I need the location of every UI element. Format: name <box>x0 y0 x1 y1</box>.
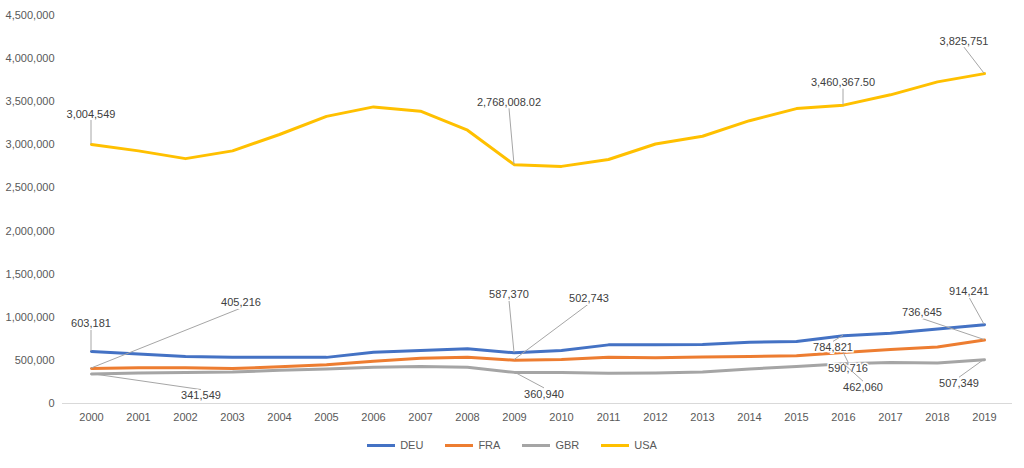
svg-text:2009: 2009 <box>502 411 526 423</box>
svg-text:4,500,000: 4,500,000 <box>6 9 55 21</box>
svg-text:2000: 2000 <box>79 411 103 423</box>
svg-text:2016: 2016 <box>831 411 855 423</box>
svg-text:341,549: 341,549 <box>181 389 221 401</box>
svg-text:405,216: 405,216 <box>221 296 261 308</box>
svg-text:500,000: 500,000 <box>15 354 55 366</box>
html-text:FRA: FRA <box>478 439 501 451</box>
svg-text:587,370: 587,370 <box>489 288 529 300</box>
svg-text:2005: 2005 <box>314 411 338 423</box>
svg-text:1,000,000: 1,000,000 <box>6 311 55 323</box>
svg-text:1,500,000: 1,500,000 <box>6 268 55 280</box>
svg-text:2002: 2002 <box>173 411 197 423</box>
html-text:USA: USA <box>634 439 657 451</box>
svg-text:2004: 2004 <box>267 411 291 423</box>
svg-text:2014: 2014 <box>737 411 761 423</box>
svg-text:603,181: 603,181 <box>71 317 111 329</box>
svg-text:507,349: 507,349 <box>939 377 979 389</box>
svg-text:2,500,000: 2,500,000 <box>6 181 55 193</box>
svg-text:2,768,008.02: 2,768,008.02 <box>477 96 541 108</box>
svg-text:2017: 2017 <box>878 411 902 423</box>
svg-text:4,000,000: 4,000,000 <box>6 52 55 64</box>
svg-text:736,645: 736,645 <box>902 306 942 318</box>
svg-text:2018: 2018 <box>925 411 949 423</box>
svg-text:3,004,549: 3,004,549 <box>67 108 116 120</box>
svg-text:914,241: 914,241 <box>949 285 989 297</box>
svg-text:2015: 2015 <box>784 411 808 423</box>
svg-text:502,743: 502,743 <box>569 292 609 304</box>
svg-text:462,060: 462,060 <box>843 381 883 393</box>
svg-text:2012: 2012 <box>643 411 667 423</box>
svg-text:2011: 2011 <box>597 411 621 423</box>
svg-text:3,500,000: 3,500,000 <box>6 95 55 107</box>
svg-text:2006: 2006 <box>361 411 385 423</box>
svg-text:0: 0 <box>48 397 54 409</box>
html-text:DEU: DEU <box>400 439 424 451</box>
svg-text:360,940: 360,940 <box>524 388 564 400</box>
svg-text:2008: 2008 <box>455 411 479 423</box>
svg-text:3,460,367.50: 3,460,367.50 <box>811 76 875 88</box>
svg-text:3,000,000: 3,000,000 <box>6 138 55 150</box>
svg-text:2019: 2019 <box>972 411 996 423</box>
svg-text:3,825,751: 3,825,751 <box>940 35 989 47</box>
svg-text:590,716: 590,716 <box>828 361 868 374</box>
svg-text:2010: 2010 <box>549 411 573 423</box>
svg-text:2001: 2001 <box>126 411 150 423</box>
html-text:GBR: GBR <box>555 439 580 451</box>
svg-text:2,000,000: 2,000,000 <box>6 225 55 237</box>
svg-text:2007: 2007 <box>408 411 432 423</box>
svg-text:2013: 2013 <box>690 411 714 423</box>
svg-text:784,821: 784,821 <box>813 341 853 353</box>
svg-text:2003: 2003 <box>220 411 244 423</box>
